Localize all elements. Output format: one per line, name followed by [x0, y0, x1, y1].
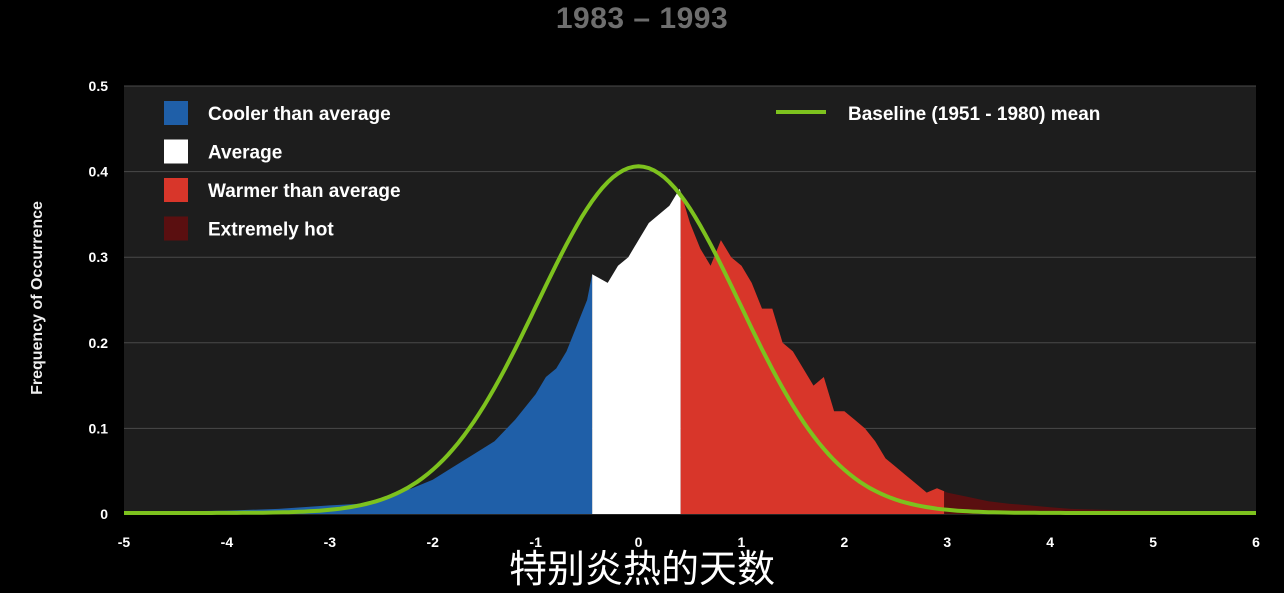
chart-title: 1983 – 1993 [555, 2, 729, 35]
y-tick-label: 0.2 [89, 335, 109, 351]
x-tick-labels: -5 -4 -3 -2 -1 0 1 2 3 4 5 6 [118, 534, 1260, 550]
baseline-legend-label: Baseline (1951 - 1980) mean [848, 104, 1100, 125]
x-tick-label: -4 [221, 534, 234, 550]
x-tick-label: 5 [1149, 534, 1157, 550]
baseline-curve [124, 164, 1256, 515]
legend-label: Average [208, 143, 282, 164]
y-tick-label: 0.3 [89, 249, 109, 265]
x-tick-label: 1 [738, 534, 746, 550]
x-tick-label: -5 [118, 534, 131, 550]
y-tick-label: 0 [100, 506, 108, 522]
x-tick-label: 4 [1046, 534, 1054, 550]
x-tick-label: 0 [635, 534, 643, 550]
x-tick-label: 3 [943, 534, 951, 550]
y-tick-label: 0.4 [89, 164, 109, 180]
distribution-areas [124, 188, 1256, 514]
region-area [124, 274, 593, 514]
region-area [944, 491, 1256, 514]
x-tick-label: -1 [529, 534, 542, 550]
legend-swatch [164, 139, 188, 164]
legend: Cooler than average Average Warmer than av… [164, 101, 401, 241]
legend-label: Warmer than average [208, 181, 401, 202]
legend-swatch [164, 101, 188, 125]
x-tick-label: -2 [427, 534, 440, 550]
x-tick-label: 6 [1252, 534, 1260, 550]
x-tick-label: -3 [324, 534, 337, 550]
legend-label: Cooler than average [208, 104, 391, 125]
y-tick-labels: 0 0.1 0.2 0.3 0.4 0.5 [89, 78, 109, 522]
subtitle-caption: 特别炎热的天数 [508, 547, 775, 591]
baseline-legend: Baseline (1951 - 1980) mean [776, 104, 1100, 125]
x-tick-label: 2 [840, 534, 848, 550]
legend-label: Extremely hot [208, 220, 334, 241]
region-area [680, 192, 945, 514]
y-tick-label: 0.1 [89, 420, 109, 436]
region-area [592, 188, 681, 514]
y-tick-label: 0.5 [89, 78, 109, 94]
legend-swatch [164, 178, 188, 202]
legend-swatch [164, 216, 188, 241]
